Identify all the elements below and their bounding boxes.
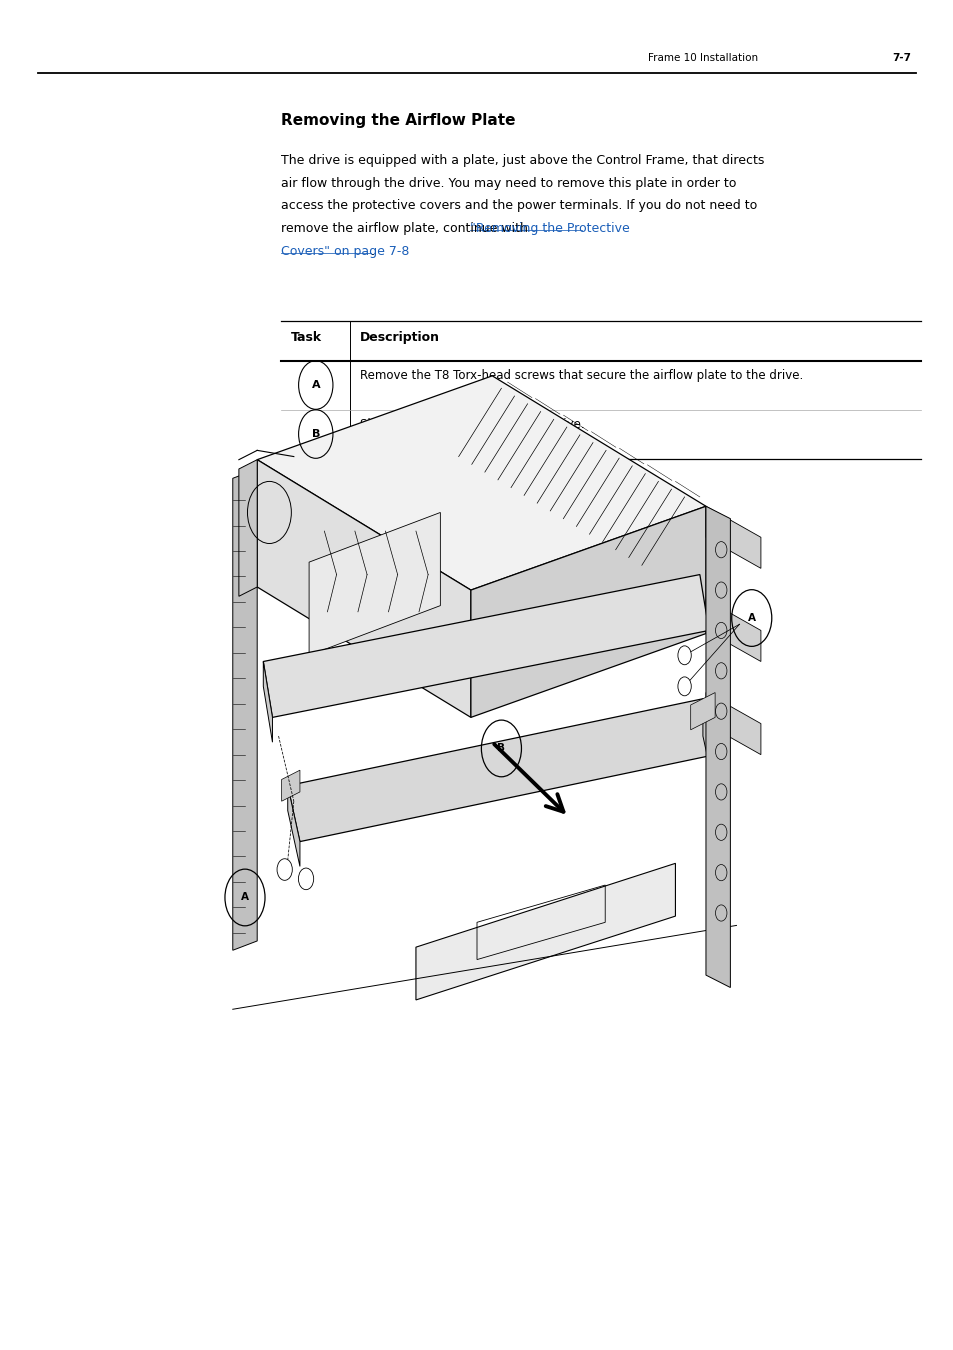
Polygon shape xyxy=(690,693,715,730)
Polygon shape xyxy=(288,699,715,841)
Text: The drive is equipped with a plate, just above the Control Frame, that directs: The drive is equipped with a plate, just… xyxy=(281,154,764,167)
Polygon shape xyxy=(309,513,440,655)
Polygon shape xyxy=(416,864,675,1000)
Polygon shape xyxy=(257,375,705,590)
Polygon shape xyxy=(288,786,299,867)
Circle shape xyxy=(678,676,691,695)
Text: Covers" on page 7-8: Covers" on page 7-8 xyxy=(281,244,410,258)
Circle shape xyxy=(276,859,292,880)
Polygon shape xyxy=(257,460,471,717)
Polygon shape xyxy=(471,506,705,717)
Text: Task: Task xyxy=(291,331,322,344)
Polygon shape xyxy=(263,662,273,743)
Text: access the protective covers and the power terminals. If you do not need to: access the protective covers and the pow… xyxy=(281,200,757,212)
Text: A: A xyxy=(747,613,755,624)
Text: A: A xyxy=(311,379,320,390)
Polygon shape xyxy=(705,693,760,755)
Text: remove the airflow plate, continue with: remove the airflow plate, continue with xyxy=(281,221,532,235)
Polygon shape xyxy=(705,506,760,568)
Circle shape xyxy=(298,868,314,890)
Text: Frame 10 Installation: Frame 10 Installation xyxy=(648,54,758,63)
Circle shape xyxy=(678,645,691,664)
Text: 7-7: 7-7 xyxy=(891,54,910,63)
Text: "Removing the Protective: "Removing the Protective xyxy=(469,221,629,235)
Polygon shape xyxy=(705,599,760,662)
Polygon shape xyxy=(705,506,730,988)
Polygon shape xyxy=(238,460,257,597)
Polygon shape xyxy=(281,769,299,802)
Text: A: A xyxy=(241,892,249,903)
Text: B: B xyxy=(497,744,505,753)
Text: Removing the Airflow Plate: Removing the Airflow Plate xyxy=(281,113,516,128)
Polygon shape xyxy=(702,699,715,792)
Text: .: . xyxy=(371,244,375,258)
Text: Description: Description xyxy=(359,331,439,344)
Polygon shape xyxy=(233,468,257,950)
Polygon shape xyxy=(263,575,708,717)
Text: air flow through the drive. You may need to remove this plate in order to: air flow through the drive. You may need… xyxy=(281,177,736,189)
Text: Remove the T8 Torx-head screws that secure the airflow plate to the drive.: Remove the T8 Torx-head screws that secu… xyxy=(359,369,802,382)
Text: B: B xyxy=(312,429,319,439)
Text: Slide the airflow plate off of the drive.: Slide the airflow plate off of the drive… xyxy=(359,417,583,431)
